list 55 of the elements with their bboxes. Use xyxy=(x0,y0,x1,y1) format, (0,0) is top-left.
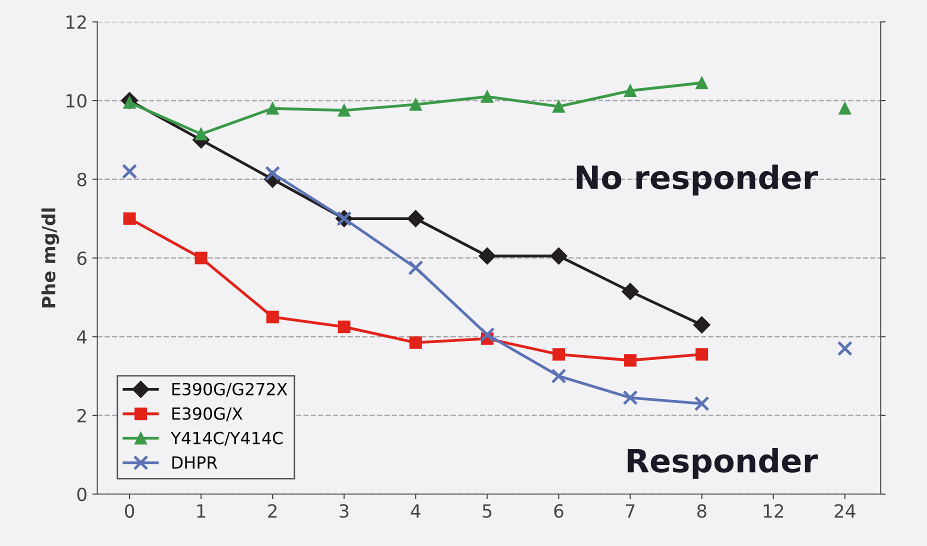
legend-label: Y414C/Y414C xyxy=(170,432,283,446)
annotation: No responder xyxy=(576,164,818,196)
point xyxy=(837,340,853,356)
point xyxy=(338,320,350,334)
x-tick-label: 5 xyxy=(482,504,492,518)
point xyxy=(409,98,422,111)
y-tick-label: 2 xyxy=(77,408,86,422)
point xyxy=(551,368,566,384)
point xyxy=(194,252,208,264)
point xyxy=(624,84,637,97)
y-tick-label: 6 xyxy=(77,251,86,266)
x-tick-label: 7 xyxy=(626,504,634,518)
y-tick-label: 8 xyxy=(77,172,86,186)
x-tick-label: 2 xyxy=(268,504,277,518)
point xyxy=(408,260,424,276)
y-tick-label: 10 xyxy=(66,94,86,108)
x-tick-label: 24 xyxy=(834,504,856,518)
point xyxy=(266,310,279,324)
point xyxy=(480,327,495,342)
point xyxy=(622,390,638,406)
x-tick-label: 1 xyxy=(197,504,206,518)
point xyxy=(552,348,565,361)
point xyxy=(407,210,424,228)
x-tick-label: 0 xyxy=(124,504,134,518)
legend-label: E390G/G272X xyxy=(172,382,288,397)
legend-label: E390G/X xyxy=(172,407,243,422)
point xyxy=(550,247,568,265)
x-tick-label: 12 xyxy=(764,504,784,518)
point xyxy=(266,102,279,115)
x-tick-label: 4 xyxy=(410,504,420,518)
point xyxy=(478,247,496,265)
point xyxy=(194,128,208,140)
point xyxy=(480,90,494,103)
point xyxy=(838,102,852,115)
point xyxy=(694,396,710,412)
point xyxy=(696,76,708,90)
x-tick-label: 3 xyxy=(340,504,348,518)
y-tick-label: 4 xyxy=(77,330,87,344)
point xyxy=(123,212,136,225)
legend-label: DHPR xyxy=(172,456,218,469)
point xyxy=(622,282,639,300)
point xyxy=(624,354,637,367)
y-tick-label: 0 xyxy=(77,488,86,502)
annotation: Responder xyxy=(628,448,818,479)
y-axis-title: Phe mg/dl xyxy=(41,208,60,308)
point xyxy=(338,104,350,117)
x-tick-label: 6 xyxy=(554,504,564,518)
y-tick-label: 12 xyxy=(66,15,86,29)
point xyxy=(552,100,565,113)
point xyxy=(409,336,422,349)
point xyxy=(264,166,280,182)
point xyxy=(122,164,138,180)
point xyxy=(696,348,708,361)
point xyxy=(693,316,710,334)
x-tick-label: 8 xyxy=(697,504,706,518)
